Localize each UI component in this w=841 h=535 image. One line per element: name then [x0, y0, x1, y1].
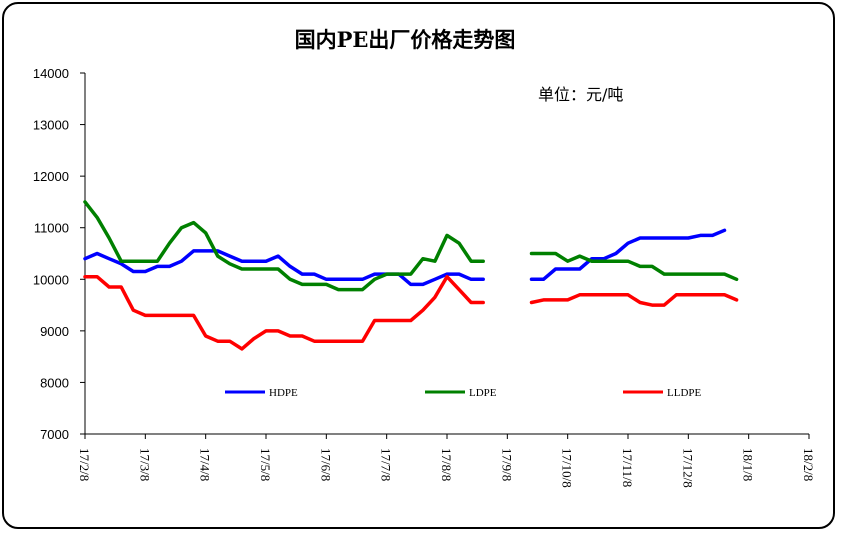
chart-title: 国内PE出厂价格走势图	[295, 27, 516, 52]
y-tick-label: 7000	[40, 427, 69, 442]
legend: HDPE LDPE LLDPE	[225, 387, 702, 399]
x-tick-label: 18/1/8	[741, 448, 756, 481]
x-tick-label: 17/10/8	[560, 448, 575, 488]
x-tick-label: 17/8/8	[439, 448, 454, 481]
y-axis: 14000 13000 12000 11000 10000 9000 8000 7000	[33, 66, 86, 442]
series-line-ldpe	[83, 200, 485, 292]
x-tick-label: 17/9/8	[499, 448, 514, 481]
series-lines	[83, 200, 739, 351]
x-tick-label: 17/11/8	[620, 448, 635, 487]
y-tick-label: 13000	[33, 118, 69, 133]
x-tick-label: 17/5/8	[258, 448, 273, 481]
legend-item-hdpe: HDPE	[225, 387, 298, 399]
legend-item-lldpe: LLDPE	[623, 387, 702, 399]
x-tick-label: 17/4/8	[198, 448, 213, 481]
legend-label: LLDPE	[667, 387, 702, 399]
legend-item-ldpe: LDPE	[425, 387, 497, 399]
series-line-hdpe	[529, 228, 727, 282]
y-tick-label: 12000	[33, 169, 69, 184]
legend-label: LDPE	[469, 387, 497, 399]
y-tick-label: 9000	[40, 324, 69, 339]
series-line-lldpe	[529, 293, 739, 307]
x-axis: 17/2/8 17/3/8 17/4/8 17/5/8 17/6/8 17/7/8 17/8…	[77, 433, 816, 488]
y-tick-label: 10000	[33, 272, 69, 287]
y-tick-label: 8000	[40, 375, 69, 390]
series-line-ldpe	[529, 251, 739, 282]
x-tick-label: 17/6/8	[318, 448, 333, 481]
y-tick-label: 14000	[33, 66, 69, 81]
y-tick-label: 11000	[34, 221, 69, 236]
x-tick-label: 18/2/8	[801, 448, 816, 481]
series-line-lldpe	[83, 274, 485, 351]
x-tick-label: 17/3/8	[137, 448, 152, 481]
legend-label: HDPE	[269, 387, 298, 399]
x-tick-label: 17/7/8	[379, 448, 394, 481]
unit-label: 单位：元/吨	[538, 85, 623, 104]
x-tick-label: 17/2/8	[77, 448, 92, 481]
series-line-hdpe	[83, 249, 485, 287]
x-tick-label: 17/12/8	[680, 448, 695, 488]
